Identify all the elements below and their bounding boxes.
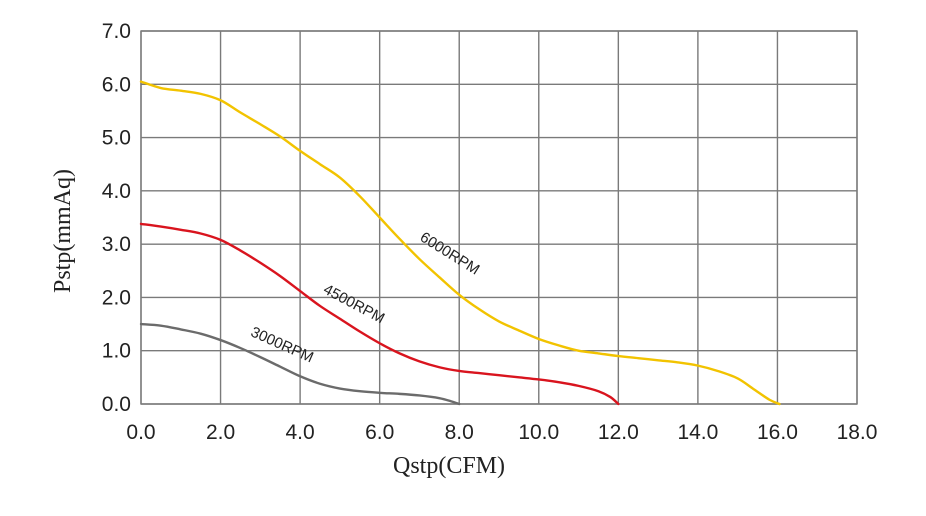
y-tick-label: 6.0	[102, 73, 131, 96]
x-tick-label: 14.0	[677, 421, 718, 444]
series-line-4500rpm	[139, 222, 620, 406]
x-tick-label: 12.0	[598, 421, 639, 444]
grid	[140, 30, 858, 405]
x-tick-label: 16.0	[757, 421, 798, 444]
series-line-6000rpm	[139, 80, 781, 406]
tick-labels: 0.0 2.0 4.0 6.0 8.0 10.0 12.0 14.0 16.0 18.0 0.0 1.…	[102, 20, 878, 444]
y-axis-title: Pstp(mmAq)	[50, 169, 76, 293]
x-tick-label: 4.0	[286, 421, 315, 444]
y-tick-label: 3.0	[102, 233, 131, 256]
x-tick-label: 18.0	[837, 421, 878, 444]
y-tick-label: 5.0	[102, 127, 131, 150]
plot-frame	[140, 30, 858, 405]
curve-label-6000rpm: 6000RPM	[417, 229, 483, 279]
x-tick-label: 0.0	[126, 421, 155, 444]
x-tick-label: 8.0	[445, 421, 474, 444]
y-tick-label: 2.0	[102, 286, 131, 309]
x-tick-label: 2.0	[206, 421, 235, 444]
y-tick-label: 7.0	[102, 20, 131, 43]
series-line-3000rpm	[139, 322, 461, 406]
y-tick-label: 0.0	[102, 393, 131, 416]
y-tick-label: 1.0	[102, 340, 131, 363]
x-axis-title: Qstp(CFM)	[393, 453, 505, 479]
x-tick-label: 6.0	[365, 421, 394, 444]
curve-label-3000rpm: 3000RPM	[248, 324, 316, 367]
x-tick-label: 10.0	[518, 421, 559, 444]
curve-label-4500rpm: 4500RPM	[320, 281, 387, 327]
series-group	[139, 80, 781, 406]
y-tick-label: 4.0	[102, 180, 131, 203]
